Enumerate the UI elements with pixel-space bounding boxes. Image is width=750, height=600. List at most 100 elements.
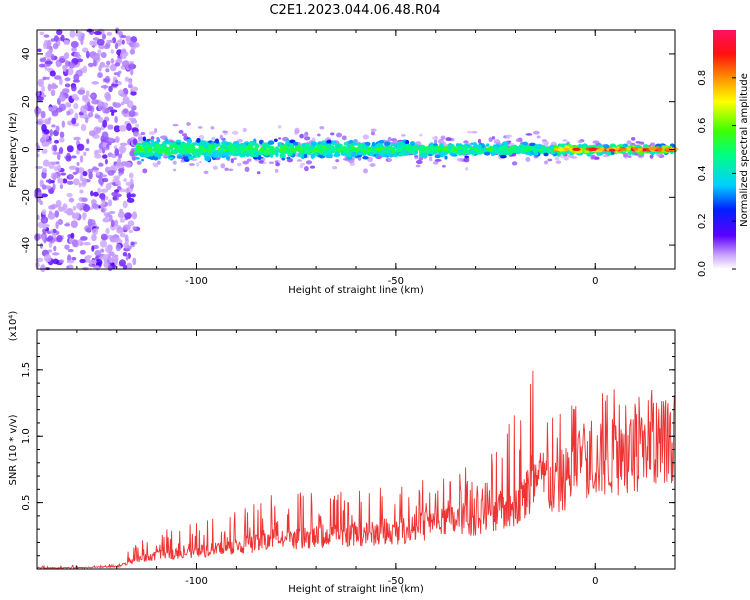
- heatmap-cell: [510, 142, 515, 146]
- heatmap-cell: [542, 140, 550, 146]
- heatmap-cell: [119, 208, 124, 214]
- heatmap-cell: [99, 239, 108, 248]
- heatmap-cell: [152, 162, 159, 166]
- heatmap-cell: [504, 149, 509, 153]
- heatmap-cell: [253, 148, 259, 153]
- heatmap-cell: [532, 130, 540, 135]
- heatmap-cell: [347, 144, 351, 150]
- heatmap-cell: [128, 229, 134, 234]
- heatmap-cell: [58, 94, 66, 102]
- snr-xtick-label: -50: [388, 576, 404, 587]
- heatmap-cell: [40, 264, 46, 273]
- heatmap-cell: [134, 152, 140, 156]
- heatmap-cell: [480, 147, 487, 154]
- heatmap-cell: [305, 160, 313, 165]
- heatmap-cell: [178, 129, 184, 134]
- heatmap-cell: [560, 155, 567, 159]
- heatmap-cell: [126, 191, 132, 200]
- heatmap-cell: [342, 147, 349, 152]
- heatmap-cell: [39, 200, 44, 206]
- heatmap-cell: [55, 199, 62, 208]
- heatmap-cell: [92, 37, 100, 41]
- heatmap-cell: [98, 256, 104, 260]
- heatmap-cell: [396, 147, 401, 152]
- heatmap-cell: [599, 147, 605, 151]
- heatmap-cell: [311, 137, 316, 143]
- heatmap-cell: [39, 243, 43, 249]
- heatmap-cell: [317, 133, 321, 137]
- heatmap-cell: [55, 125, 60, 132]
- heatmap-cell: [414, 151, 418, 155]
- heatmap-cell: [439, 143, 444, 147]
- heatmap-cell: [167, 156, 174, 160]
- heatmap-cell: [47, 83, 52, 92]
- heatmap-cell: [278, 144, 284, 149]
- heatmap-cell: [212, 165, 218, 170]
- heatmap-cell: [85, 227, 91, 233]
- heatmap-cell: [336, 132, 343, 138]
- heatmap-cell: [157, 155, 161, 160]
- heatmap-cell: [401, 149, 407, 155]
- heatmap-cell: [198, 134, 205, 141]
- heatmap-cell: [132, 226, 137, 230]
- heatmap-cell: [75, 167, 80, 174]
- heatmap-cell: [54, 210, 60, 218]
- heatmap-cell: [183, 156, 190, 160]
- heatmap-cell: [319, 146, 324, 152]
- heatmap-cell: [603, 144, 610, 150]
- heatmap-cell: [42, 159, 50, 167]
- heatmap-cell: [59, 178, 64, 185]
- heatmap-cell: [608, 148, 616, 152]
- heatmap-cell: [602, 154, 609, 158]
- heatmap-cell: [124, 234, 129, 242]
- heatmap-cell: [153, 151, 158, 156]
- heatmap-cell: [197, 126, 203, 129]
- heatmap-cell: [186, 138, 193, 144]
- heatmap-cell: [91, 55, 100, 60]
- heatmap-cell: [170, 150, 176, 155]
- heatmap-cell: [178, 148, 185, 154]
- heatmap-cell: [86, 28, 93, 33]
- heatmap-cell: [130, 68, 134, 76]
- heatmap-cell: [326, 144, 330, 148]
- heatmap-cell: [93, 59, 97, 67]
- heatmap-cell: [38, 78, 45, 82]
- heatmap-cell: [111, 191, 119, 197]
- heatmap-cell: [113, 125, 121, 133]
- heatmap-cell: [95, 265, 100, 271]
- heatmap-cell: [179, 142, 184, 147]
- heatmap-cell: [114, 237, 121, 242]
- heatmap-cell: [45, 67, 53, 72]
- heatmap-cell: [196, 137, 201, 143]
- heatmap-cell: [125, 255, 129, 261]
- heatmap-cell: [110, 58, 115, 64]
- heatmap-cell: [52, 258, 59, 265]
- heatmap-cell: [75, 211, 80, 220]
- heatmap-cell: [279, 149, 284, 153]
- heatmap-cell: [87, 168, 94, 174]
- heatmap-cell: [111, 111, 115, 116]
- heatmap-cell: [299, 133, 305, 139]
- heatmap-cell: [137, 147, 144, 152]
- heatmap-cell: [351, 151, 357, 157]
- heatmap-cell: [203, 170, 209, 175]
- heatmap-cell: [155, 146, 160, 152]
- heatmap-cell: [273, 138, 278, 142]
- heatmap-cell: [256, 171, 261, 175]
- heatmap-cell: [91, 203, 99, 209]
- heatmap-cell: [124, 76, 130, 82]
- heatmap-cell: [341, 135, 347, 141]
- heatmap-cell: [335, 159, 340, 163]
- heatmap-cell: [36, 191, 43, 198]
- heatmap-cell: [83, 105, 89, 110]
- heatmap-cell: [268, 145, 275, 152]
- heatmap-cell: [434, 154, 441, 159]
- heatmap-cell: [66, 265, 70, 269]
- heatmap-xtick-label: 0: [592, 276, 598, 287]
- snr-xlabel: Height of straight line (km): [288, 584, 424, 595]
- heatmap-cell: [52, 228, 57, 234]
- heatmap-cell: [64, 244, 70, 250]
- heatmap-cell: [224, 167, 229, 171]
- heatmap-panel: -100 -50 0 -40 -20 0 20 40 Height of straight l…: [8, 27, 679, 296]
- heatmap-cell: [309, 149, 316, 153]
